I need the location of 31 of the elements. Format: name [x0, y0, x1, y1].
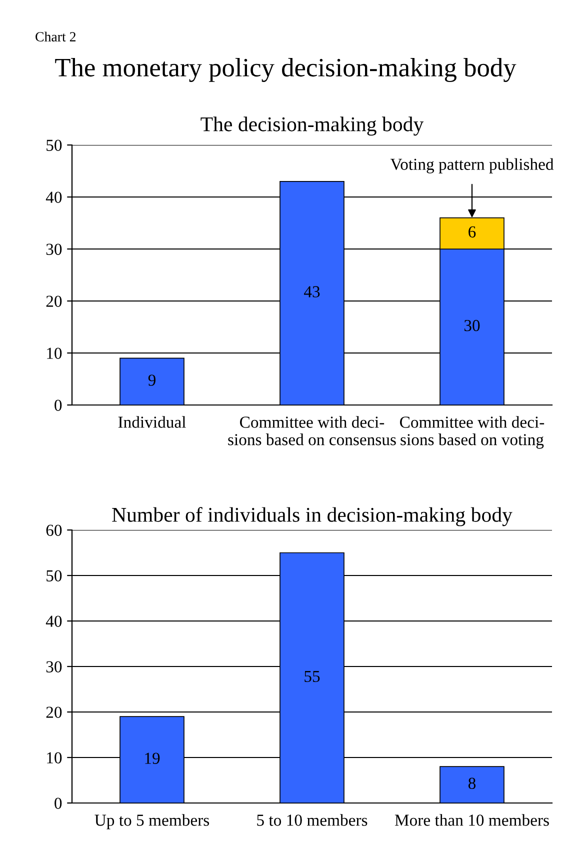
- x-tick-label: Committee with deci- sions based on voting: [400, 416, 544, 449]
- x-tick-label: More than 10 members: [394, 814, 549, 826]
- y-tick-label: 10: [47, 752, 62, 764]
- data-label: 9: [148, 374, 156, 386]
- y-tick-label: 30: [46, 661, 62, 672]
- y-tick-label: 20: [46, 706, 62, 718]
- y-tick-label: 10: [47, 348, 62, 359]
- data-label: 30: [464, 320, 480, 332]
- y-tick-label: 50: [46, 570, 62, 582]
- data-label: 43: [304, 286, 320, 298]
- annotation: Voting pattern published: [390, 158, 554, 174]
- caption: Chart 2: [36, 32, 76, 42]
- y-tick-label: 40: [46, 192, 62, 203]
- x-tick-label: 5 to 10 members: [257, 814, 368, 826]
- data-label: 55: [304, 670, 320, 682]
- y-tick-label: 30: [46, 244, 62, 255]
- data-label: 6: [468, 226, 476, 238]
- x-tick-label: Up to 5 members: [94, 814, 210, 830]
- chart-subtitle: The decision-making body: [200, 116, 424, 136]
- y-tick-label: 40: [46, 616, 62, 627]
- chart-title: Number of individuals in decision-making body: [112, 507, 512, 526]
- data-label: 8: [468, 778, 476, 789]
- x-tick-label: Committee with deci- sions based on consensus: [228, 416, 396, 446]
- data-label: 19: [145, 752, 160, 764]
- y-tick-label: 50: [46, 140, 62, 151]
- y-tick-label: 0: [54, 798, 62, 809]
- chart-title: The monetary policy decision-making body: [55, 58, 516, 82]
- y-tick-label: 60: [46, 524, 62, 536]
- x-tick-label: Individual: [118, 416, 186, 428]
- y-tick-label: 20: [46, 296, 62, 307]
- y-tick-label: 0: [54, 400, 62, 411]
